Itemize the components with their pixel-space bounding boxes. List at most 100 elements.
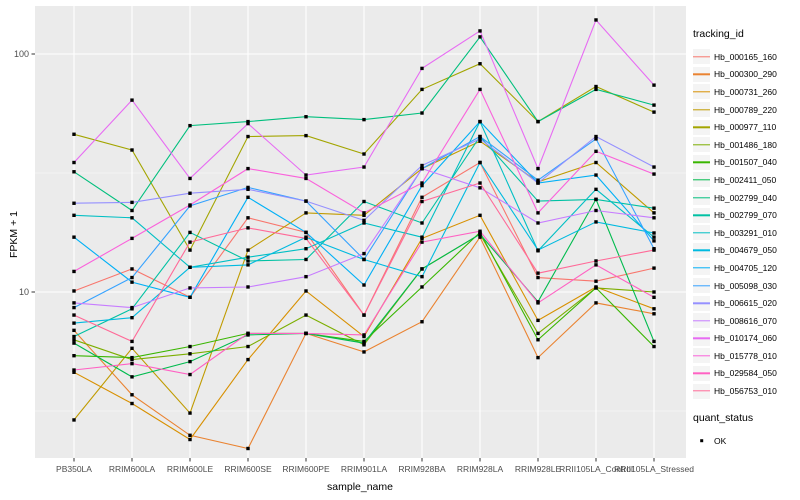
legend-key-line-icon <box>693 161 710 164</box>
legend-key-line-icon <box>693 284 710 287</box>
legend-entry-label: Hb_002799_040 <box>714 192 777 203</box>
legend-entry-label: Hb_000789_220 <box>714 104 777 115</box>
data-point <box>246 121 250 126</box>
legend-key-line-icon <box>693 196 710 199</box>
data-point <box>246 134 250 139</box>
data-point <box>420 285 424 289</box>
data-point <box>188 230 192 235</box>
legend-key-line-icon <box>693 302 710 304</box>
data-point <box>72 418 76 422</box>
data-point <box>130 200 134 205</box>
data-point <box>304 247 308 251</box>
black-square-point-icon <box>699 438 704 443</box>
legend-entry-Hb_000165_160: Hb_000165_160 <box>693 48 799 66</box>
data-point <box>304 331 308 336</box>
data-point <box>594 87 598 92</box>
x-tick-label-RRIM600PE: RRIM600PE <box>282 464 330 474</box>
data-point <box>304 199 308 203</box>
data-point <box>594 84 598 89</box>
data-point <box>188 191 192 195</box>
x-tick-label-RRIM600LE: RRIM600LE <box>166 464 214 474</box>
data-point <box>188 123 192 128</box>
legend-key-line-icon <box>693 320 710 322</box>
x-axis-title: sample_name <box>327 481 393 493</box>
legend-entry-Hb_000731_260: Hb_000731_260 <box>693 83 799 101</box>
x-tick-label-RRII105LA_Control: RRII105LA_Control <box>559 464 633 474</box>
data-point <box>246 248 250 252</box>
data-point <box>72 301 76 305</box>
data-point <box>188 240 192 244</box>
data-point <box>304 274 308 279</box>
data-point <box>72 289 76 293</box>
legend-key-line-icon <box>693 372 710 375</box>
legend-entry-Hb_000977_110: Hb_000977_110 <box>693 118 799 136</box>
data-point <box>304 173 308 177</box>
legend-key-line-icon <box>693 232 710 234</box>
data-point <box>652 206 656 210</box>
legend-entry-Hb_001486_180: Hb_001486_180 <box>693 136 799 154</box>
data-point <box>246 119 250 124</box>
data-point <box>304 115 308 119</box>
legend-key-swatch <box>693 154 710 170</box>
legend-entry-Hb_003291_010: Hb_003291_010 <box>693 224 799 242</box>
data-point <box>246 195 250 199</box>
legend-entry-Hb_015778_010: Hb_015778_010 <box>693 347 799 365</box>
data-point <box>536 248 540 252</box>
x-tick-label-RRIM600LA: RRIM600LA <box>108 464 156 474</box>
data-point <box>594 263 598 267</box>
legend-key-swatch <box>693 225 710 241</box>
legend-entry-label: Hb_008616_070 <box>714 315 777 326</box>
data-point <box>246 259 250 263</box>
data-point <box>72 338 76 342</box>
data-point <box>420 181 424 185</box>
data-point <box>594 220 598 224</box>
data-point <box>536 271 540 275</box>
data-point <box>130 208 134 213</box>
data-point <box>72 313 76 317</box>
data-point <box>478 29 482 33</box>
legend-key-line-icon <box>693 144 710 146</box>
data-point <box>72 201 76 205</box>
data-point <box>304 133 308 138</box>
data-point <box>420 235 424 239</box>
legend-key-line-icon <box>693 267 710 269</box>
legend-entry-label: Hb_000300_290 <box>714 69 777 80</box>
data-point <box>478 119 482 124</box>
data-point <box>652 344 656 349</box>
legend-key-swatch <box>693 172 710 188</box>
data-point <box>188 176 192 181</box>
data-point <box>362 199 366 204</box>
data-point <box>72 170 76 174</box>
data-point <box>536 178 540 182</box>
data-point <box>652 211 656 215</box>
data-point <box>652 295 656 300</box>
data-point <box>420 111 424 115</box>
data-point <box>478 62 482 66</box>
data-point <box>536 301 540 305</box>
data-point <box>246 226 250 230</box>
data-point <box>536 275 540 280</box>
legend-entry-Hb_000789_220: Hb_000789_220 <box>693 101 799 119</box>
legend-entry-label: Hb_003291_010 <box>714 227 777 238</box>
legend-entry-label: Hb_029584_050 <box>714 368 777 379</box>
data-point <box>72 341 76 345</box>
legend-entry-label: Hb_010174_060 <box>714 333 777 344</box>
legend-entry-label: Hb_015778_010 <box>714 350 777 361</box>
legend-key-line-icon <box>693 126 710 128</box>
data-point <box>420 163 424 168</box>
data-point <box>72 235 76 239</box>
data-point <box>478 35 482 39</box>
legend-entry-Hb_005098_030: Hb_005098_030 <box>693 277 799 295</box>
legend-entry-Hb_004679_050: Hb_004679_050 <box>693 242 799 260</box>
data-point <box>536 318 540 323</box>
legend-key-swatch <box>693 102 710 118</box>
x-tick-label-PB350LA: PB350LA <box>56 464 92 474</box>
data-point <box>420 195 424 199</box>
data-point <box>188 286 192 290</box>
data-point <box>246 331 250 336</box>
legend-key-swatch <box>693 242 710 258</box>
data-point <box>246 185 250 190</box>
data-point <box>362 165 366 169</box>
data-point <box>420 267 424 271</box>
data-point <box>246 285 250 289</box>
